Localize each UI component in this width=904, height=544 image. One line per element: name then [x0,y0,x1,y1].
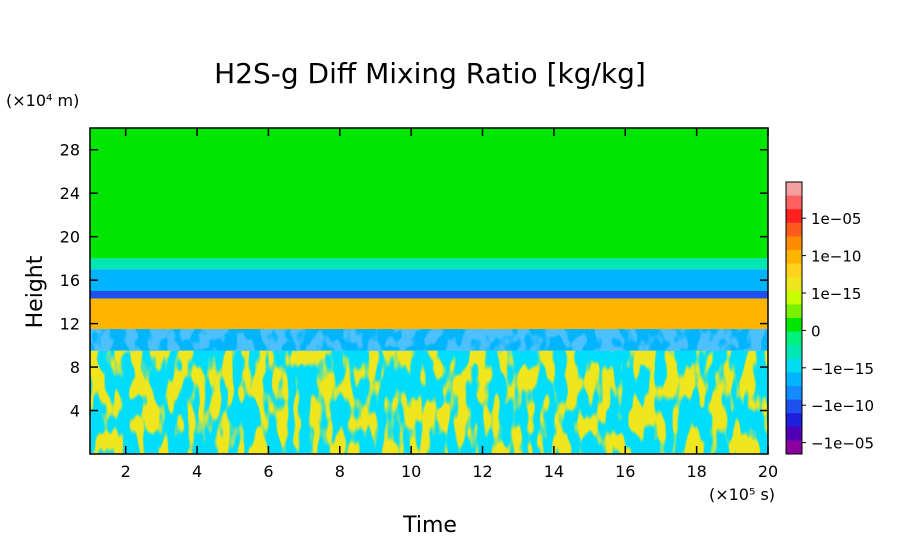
x-tick-label: 2 [121,462,131,481]
colorbar-swatch [786,345,802,360]
colorbar-swatch [786,195,802,210]
y-tick-label: 20 [60,228,80,247]
colorbar-swatch [786,426,802,441]
y-axis-unit: (×10⁴ m) [6,91,79,110]
colorbar-swatch [786,331,802,346]
y-tick-label: 16 [60,271,80,290]
colorbar-swatch [786,372,802,387]
contour-band-4 [90,298,768,330]
colorbar-swatch [786,236,802,251]
colorbar-swatch [786,318,802,333]
y-tick-label: 28 [60,141,80,160]
contour-band-0 [90,128,768,259]
colorbar-swatch [786,290,802,305]
colorbar-swatch [786,413,802,428]
colorbar-swatch [786,222,802,237]
colorbar-label: −1e−10 [811,397,874,415]
texture-lower [90,350,768,454]
colorbar-label: 1e−15 [811,285,861,303]
colorbar-label: 1e−05 [811,210,861,228]
x-tick-label: 8 [335,462,345,481]
x-axis-label: Time [402,513,457,538]
colorbar-swatch [786,263,802,278]
y-tick-label: 4 [70,402,80,421]
colorbar-swatch [786,440,802,455]
x-tick-label: 18 [686,462,706,481]
colorbar-label: 1e−10 [811,248,861,266]
x-axis: 2 4 6 8 10 12 14 16 18 20 [121,128,778,481]
colorbar-swatch [786,358,802,373]
x-tick-label: 10 [401,462,421,481]
x-tick-label: 20 [758,462,778,481]
colorbar: 1e−05 1e−10 1e−15 0 −1e−15 −1e−10 −1e−05 [785,181,874,455]
colorbar-frame [785,181,803,455]
y-tick-label: 24 [60,184,80,203]
colorbar-swatch [786,304,802,319]
contour-band-2 [90,269,768,291]
x-tick-label: 12 [472,462,492,481]
colorbar-label: −1e−05 [811,435,874,453]
texture-middle [90,329,768,351]
x-tick-label: 4 [192,462,202,481]
x-tick-label: 14 [544,462,564,481]
plot-area [90,128,768,454]
x-tick-label: 16 [615,462,635,481]
colorbar-swatch [786,182,802,197]
colorbar-swatch [786,277,802,292]
contour-band-1 [90,258,768,270]
colorbar-swatch [786,250,802,265]
colorbar-swatch [786,209,802,224]
colorbar-label: 0 [811,322,821,340]
x-tick-label: 6 [263,462,273,481]
colorbar-swatch [786,399,802,414]
chart-title: H2S-g Diff Mixing Ratio [kg/kg] [214,57,646,90]
colorbar-label: −1e−15 [811,360,874,378]
y-tick-label: 12 [60,315,80,334]
y-axis: 4 8 12 16 20 24 28 [60,141,768,421]
y-tick-label: 8 [70,358,80,377]
contour-band-3 [90,291,768,299]
colorbar-swatch [786,386,802,401]
x-axis-unit: (×10⁵ s) [709,485,775,504]
plot-frame [89,127,769,455]
y-axis-label: Height [23,255,48,328]
